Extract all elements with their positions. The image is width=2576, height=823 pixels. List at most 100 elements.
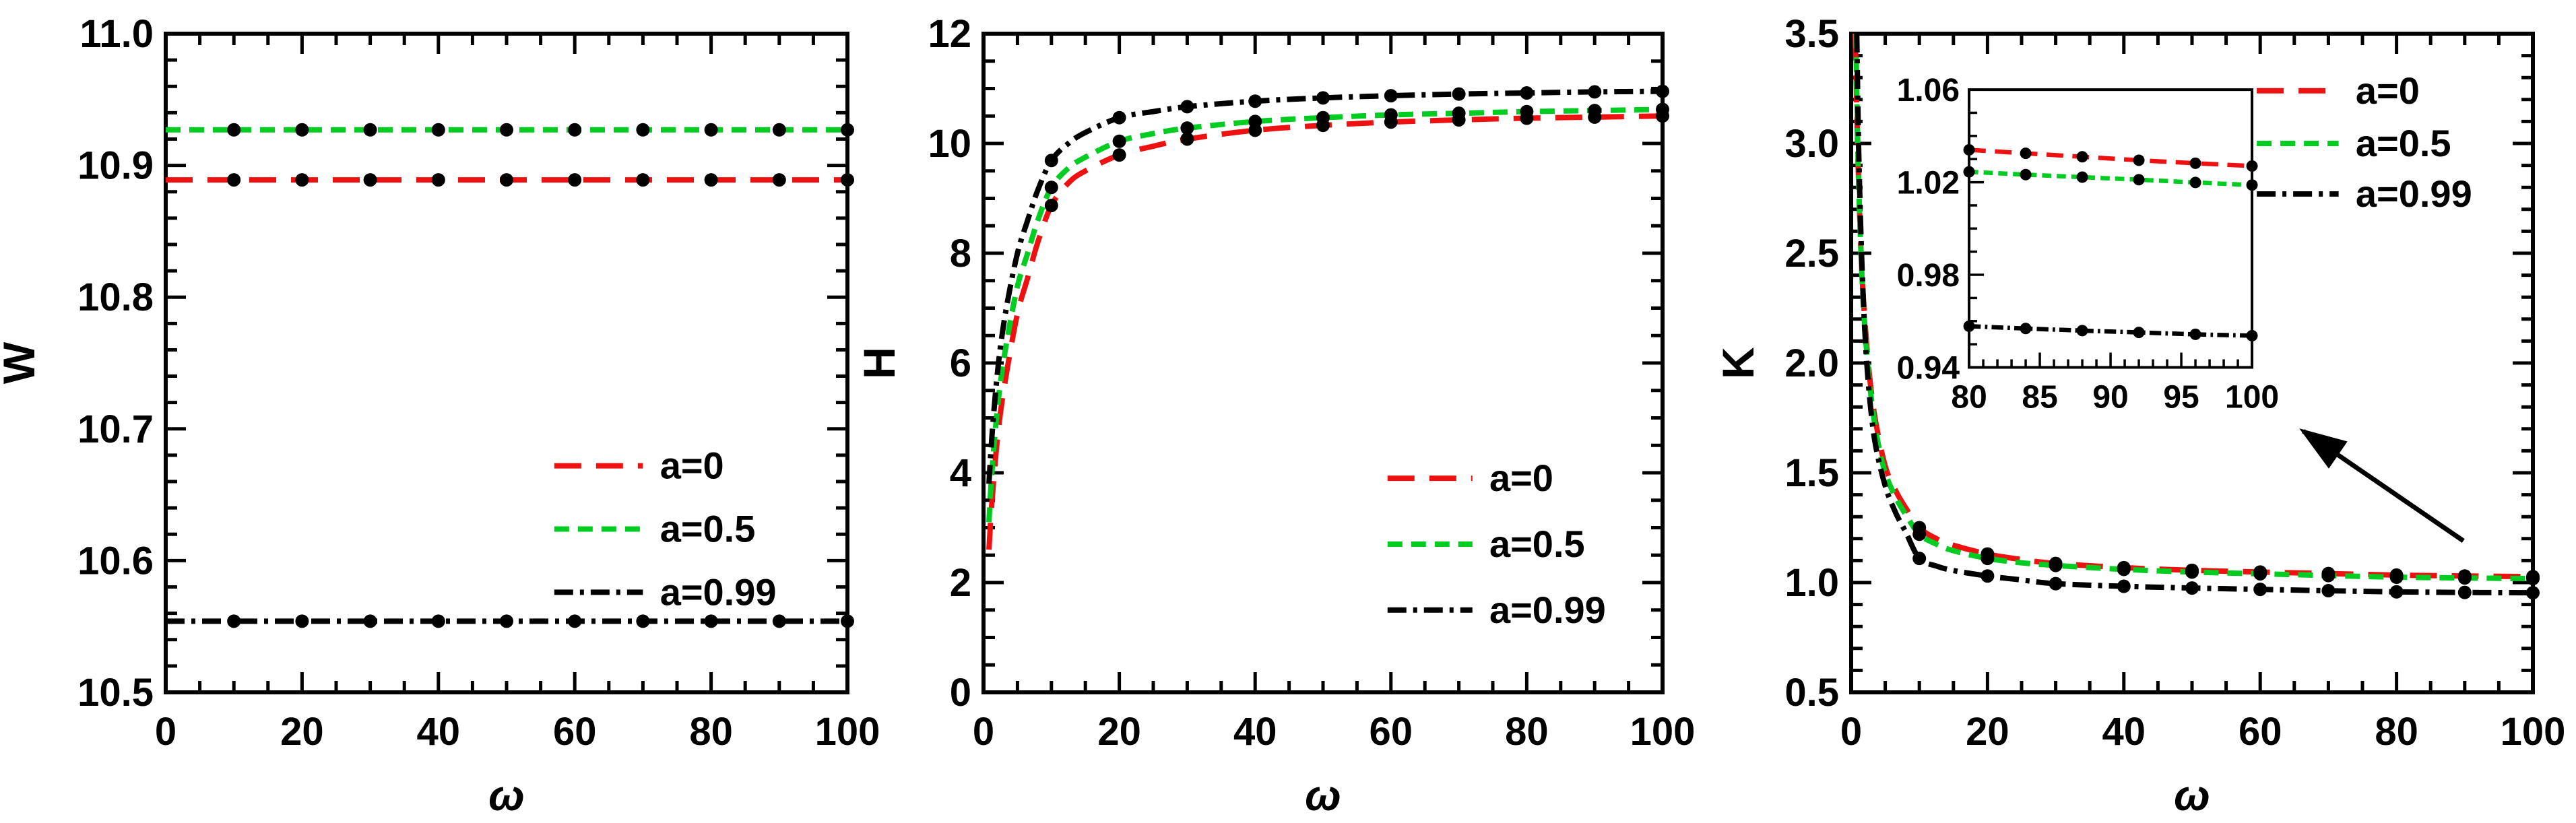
inset-x-tick-label: 100 [2225, 380, 2279, 416]
data-point-marker [1912, 552, 1927, 566]
legend: a=0 a=0.5 a=0.99 [2257, 69, 2472, 215]
data-point-marker [2389, 570, 2404, 585]
data-point-marker [2117, 579, 2131, 593]
inset-x-tick-label: 95 [2163, 380, 2199, 416]
data-point-marker [2246, 329, 2258, 341]
data-point-marker [1981, 552, 1995, 566]
legend-label: a=0.5 [2356, 122, 2451, 164]
data-point-marker [2253, 583, 2267, 597]
axis-ticks [1849, 32, 2535, 694]
data-point-marker [1656, 84, 1669, 98]
y-tick-label: 10.9 [77, 144, 154, 188]
x-axis-label: ω [2174, 771, 2210, 820]
data-point-marker [2076, 325, 2088, 337]
data-point-marker [1452, 87, 1466, 101]
data-point-marker [2020, 168, 2032, 180]
data-point-marker [2049, 558, 2063, 572]
y-tick-label: 0.5 [1784, 671, 1839, 715]
data-point-marker [1044, 154, 1058, 168]
data-point-marker [841, 123, 854, 137]
y-tick-label: 6 [950, 341, 971, 385]
inset-x-tick-label: 80 [1951, 380, 1987, 416]
y-tick-label: 10.8 [77, 275, 154, 319]
data-point-marker [1248, 114, 1262, 129]
legend: a=0 a=0.5 a=0.99 [1387, 457, 1606, 631]
data-point-marker [1180, 100, 1194, 114]
data-point-marker [227, 614, 241, 628]
data-point-marker [363, 123, 377, 137]
series-lines [986, 88, 1663, 550]
data-point-marker [2185, 581, 2199, 595]
data-point-marker [1452, 106, 1466, 121]
inset-y-tick-label: 1.06 [1897, 73, 1960, 108]
data-point-marker [2246, 160, 2258, 172]
y-tick-label: 4 [950, 451, 971, 495]
data-point-marker [2253, 566, 2267, 581]
data-point-marker [841, 614, 854, 628]
data-point-marker [636, 614, 650, 628]
inset-y-tick-label: 0.98 [1897, 258, 1960, 294]
data-point-marker [2457, 585, 2472, 599]
legend-item-a0.99: a=0.99 [1387, 589, 1606, 631]
y-axis-label: K [1713, 347, 1763, 379]
y-tick-label: 1.5 [1784, 451, 1839, 495]
data-point-marker [568, 173, 582, 187]
data-point-marker [841, 173, 854, 187]
data-point-marker [2189, 176, 2201, 189]
legend-label: a=0.99 [660, 570, 777, 613]
data-point-marker [2117, 562, 2131, 577]
y-tick-label: 10.7 [77, 407, 154, 451]
data-point-marker [568, 614, 582, 628]
y-tick-label: 0 [950, 671, 971, 715]
x-tick-label: 80 [689, 710, 733, 754]
data-point-marker [2526, 572, 2540, 586]
x-tick-label: 60 [2239, 710, 2282, 754]
series-markers [227, 123, 854, 628]
legend: a=0 a=0.5 a=0.99 [554, 445, 777, 613]
data-point-marker [1180, 121, 1194, 135]
series-line-a0.5 [986, 106, 1663, 523]
data-point-marker [2526, 586, 2540, 600]
inset-y-tick-label: 0.94 [1897, 351, 1960, 387]
data-point-marker [2020, 147, 2032, 160]
data-point-marker [704, 173, 718, 187]
inset-frame [1968, 88, 2254, 369]
inset-plot: 80 85 90 95 100 0.94 0.98 1.02 1.06 [1897, 73, 2279, 415]
series-line-a0.5 [1968, 169, 2253, 187]
data-point-marker [1520, 86, 1534, 100]
x-tick-label: 0 [155, 710, 176, 754]
data-point-marker [1248, 94, 1262, 108]
data-point-marker [295, 614, 309, 628]
legend-label: a=0 [2356, 69, 2420, 112]
panel-w-vs-omega: 0 20 40 60 80 100 10.5 10.6 10.7 10.8 10.9 11.0 Wω a=… [0, 12, 880, 820]
legend-label: a=0.5 [1489, 523, 1585, 565]
y-tick-label: 11.0 [79, 12, 154, 56]
legend-item-a0.99: a=0.99 [2257, 172, 2472, 215]
series-line-a0.99 [1968, 324, 2253, 338]
y-axis-label: W [0, 341, 44, 384]
x-tick-label: 60 [1370, 710, 1413, 754]
data-point-marker [2076, 151, 2088, 163]
x-tick-label: 20 [1097, 710, 1141, 754]
data-point-marker [1520, 104, 1534, 119]
data-point-marker [363, 173, 377, 187]
x-tick-label: 0 [1840, 710, 1862, 754]
data-point-marker [1044, 199, 1058, 213]
y-tick-label: 10.6 [77, 539, 154, 583]
data-point-marker [2133, 327, 2145, 339]
data-point-marker [1963, 320, 1975, 332]
data-point-marker [2133, 174, 2145, 186]
y-axis-label: H [854, 347, 904, 379]
legend-label: a=0 [660, 445, 724, 487]
data-point-marker [500, 123, 513, 137]
y-tick-label: 12 [928, 12, 971, 56]
data-point-marker [2457, 571, 2472, 585]
data-point-marker [227, 123, 241, 137]
data-point-marker [2189, 328, 2201, 340]
x-tick-label: 40 [2102, 710, 2146, 754]
series-line-a0 [986, 113, 1663, 550]
y-tick-label: 3.0 [1784, 122, 1839, 166]
data-point-marker [1112, 134, 1126, 148]
y-tick-label: 8 [950, 232, 971, 275]
